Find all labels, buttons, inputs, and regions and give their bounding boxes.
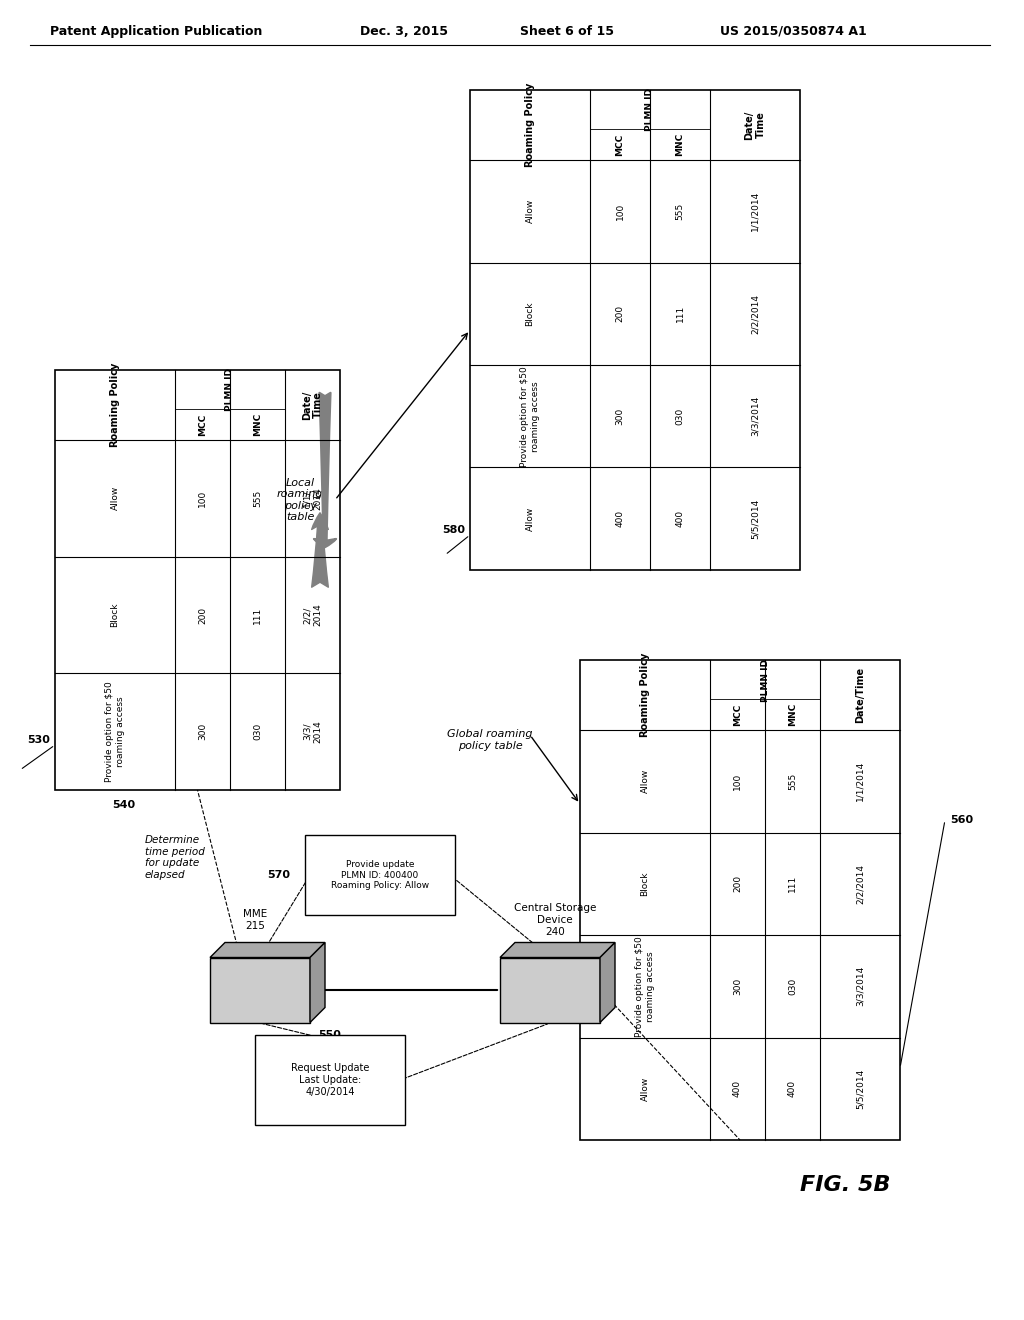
- Text: 570: 570: [267, 870, 290, 880]
- Text: 300: 300: [615, 408, 625, 425]
- Text: Local
roaming
policy
table: Local roaming policy table: [276, 478, 324, 523]
- Text: Date/
Time: Date/ Time: [744, 111, 766, 140]
- Text: Central Storage
Device
240: Central Storage Device 240: [514, 903, 596, 937]
- Text: 555: 555: [788, 772, 797, 789]
- Text: PLMN ID: PLMN ID: [761, 659, 769, 701]
- Text: 1/1/2014: 1/1/2014: [751, 191, 760, 231]
- Text: Allow: Allow: [525, 199, 535, 223]
- Text: 580: 580: [442, 525, 465, 535]
- Text: Provide option for $50
roaming access: Provide option for $50 roaming access: [635, 936, 654, 1036]
- Text: Date/
Time: Date/ Time: [302, 391, 324, 420]
- Text: MNC: MNC: [676, 133, 684, 156]
- Text: 100: 100: [615, 203, 625, 220]
- Text: Allow: Allow: [525, 507, 535, 531]
- Text: Block: Block: [525, 301, 535, 326]
- Text: Block: Block: [640, 871, 649, 896]
- Text: Sheet 6 of 15: Sheet 6 of 15: [520, 25, 614, 38]
- Text: 400: 400: [676, 511, 684, 527]
- Text: 2/2/
2014: 2/2/ 2014: [303, 603, 323, 627]
- Text: MNC: MNC: [788, 704, 797, 726]
- Text: MCC: MCC: [733, 704, 742, 726]
- Text: Request Update
Last Update:
4/30/2014: Request Update Last Update: 4/30/2014: [291, 1064, 370, 1097]
- Text: 3/3/2014: 3/3/2014: [855, 966, 864, 1006]
- Text: 560: 560: [950, 814, 973, 825]
- Text: 100: 100: [198, 490, 207, 507]
- Text: 2/2/2014: 2/2/2014: [855, 863, 864, 904]
- Text: 1/1/2014: 1/1/2014: [855, 762, 864, 801]
- Text: 540: 540: [112, 800, 135, 810]
- Text: 400: 400: [615, 511, 625, 527]
- Text: 111: 111: [788, 875, 797, 892]
- Text: Block: Block: [111, 603, 120, 627]
- Text: 2/2/2014: 2/2/2014: [751, 294, 760, 334]
- Text: 300: 300: [733, 978, 742, 995]
- Bar: [470, 90, 800, 570]
- Text: 111: 111: [676, 305, 684, 322]
- Text: 200: 200: [615, 305, 625, 322]
- FancyBboxPatch shape: [500, 957, 600, 1023]
- Text: Allow: Allow: [640, 1077, 649, 1101]
- Text: Provide option for $50
roaming access: Provide option for $50 roaming access: [520, 366, 540, 467]
- Text: Allow: Allow: [640, 770, 649, 793]
- Text: MCC: MCC: [615, 133, 625, 156]
- Text: Patent Application Publication: Patent Application Publication: [50, 25, 262, 38]
- Text: 3/3/
2014: 3/3/ 2014: [303, 721, 323, 743]
- Text: Date/Time: Date/Time: [855, 667, 865, 723]
- Text: 5/5/2014: 5/5/2014: [751, 499, 760, 539]
- FancyBboxPatch shape: [210, 957, 310, 1023]
- Text: Roaming Policy: Roaming Policy: [110, 363, 120, 447]
- Text: Roaming Policy: Roaming Policy: [640, 653, 650, 737]
- Text: 555: 555: [676, 203, 684, 220]
- Text: Roaming Policy: Roaming Policy: [525, 83, 535, 168]
- Bar: [580, 660, 900, 1140]
- Polygon shape: [500, 942, 615, 957]
- Bar: [55, 370, 340, 789]
- Text: Global roaming
policy table: Global roaming policy table: [447, 729, 532, 751]
- Text: Dec. 3, 2015: Dec. 3, 2015: [360, 25, 449, 38]
- Text: 200: 200: [733, 875, 742, 892]
- Text: 530: 530: [27, 735, 50, 744]
- Text: PLMN ID: PLMN ID: [645, 88, 654, 132]
- Text: 100: 100: [733, 772, 742, 789]
- Text: 5/5/2014: 5/5/2014: [855, 1069, 864, 1109]
- Text: US 2015/0350874 A1: US 2015/0350874 A1: [720, 25, 866, 38]
- FancyBboxPatch shape: [305, 836, 455, 915]
- FancyBboxPatch shape: [255, 1035, 406, 1125]
- Text: 300: 300: [198, 723, 207, 741]
- Text: 555: 555: [253, 490, 262, 507]
- Text: 200: 200: [198, 606, 207, 623]
- Text: 111: 111: [253, 606, 262, 623]
- Text: FIG. 5B: FIG. 5B: [800, 1175, 891, 1195]
- Text: 550: 550: [318, 1030, 341, 1040]
- Text: Provide update
PLMN ID: 400400
Roaming Policy: Allow: Provide update PLMN ID: 400400 Roaming P…: [331, 861, 429, 890]
- Text: 400: 400: [788, 1080, 797, 1097]
- Polygon shape: [210, 942, 325, 957]
- Text: 030: 030: [676, 408, 684, 425]
- Text: Determine
time period
for update
elapsed: Determine time period for update elapsed: [145, 836, 205, 880]
- Text: MME
215: MME 215: [243, 909, 267, 931]
- Polygon shape: [310, 942, 325, 1023]
- Polygon shape: [600, 942, 615, 1023]
- Text: MCC: MCC: [198, 413, 207, 436]
- Text: MNC: MNC: [253, 413, 262, 436]
- Text: 030: 030: [253, 723, 262, 741]
- Text: Provide option for $50
roaming access: Provide option for $50 roaming access: [105, 681, 125, 781]
- Text: 1/1/
2014: 1/1/ 2014: [303, 487, 323, 510]
- Text: 400: 400: [733, 1080, 742, 1097]
- Text: 3/3/2014: 3/3/2014: [751, 396, 760, 437]
- Text: 030: 030: [788, 978, 797, 995]
- Text: Allow: Allow: [111, 486, 120, 511]
- Text: PLMN ID: PLMN ID: [225, 368, 234, 412]
